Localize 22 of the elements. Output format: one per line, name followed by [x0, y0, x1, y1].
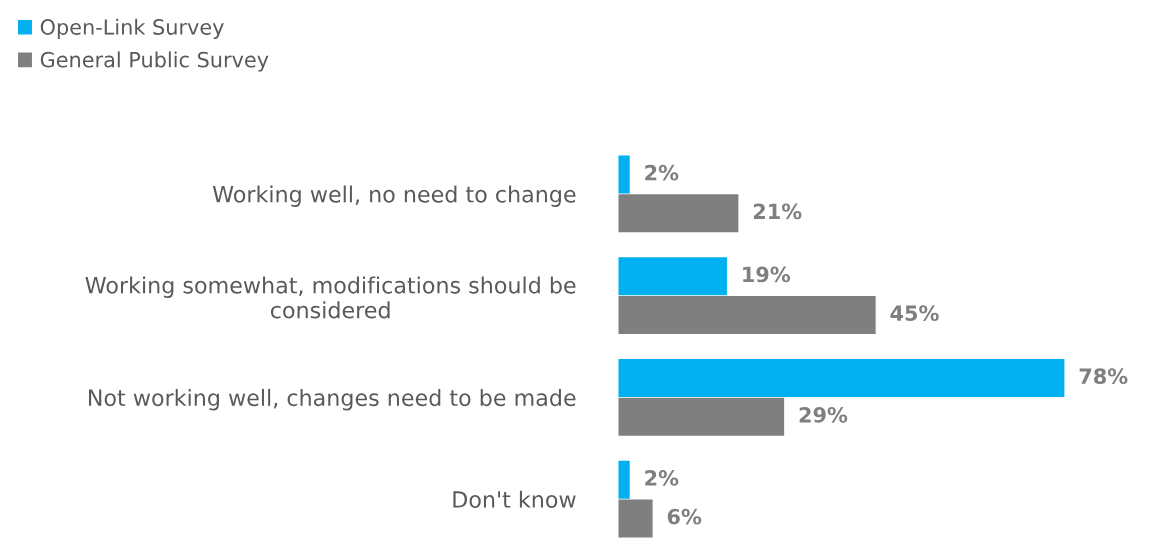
data-label: 19% — [743, 266, 791, 283]
bar — [618, 257, 727, 296]
y-tick-label: Working somewhat, modifications should be considered — [85, 276, 576, 319]
bar — [618, 155, 630, 194]
bar — [618, 460, 630, 499]
data-label: 78% — [1079, 368, 1128, 385]
y-tick-label: Working well, no need to change — [212, 185, 576, 207]
data-label: 29% — [799, 406, 848, 423]
legend-label: Open-Link Survey — [40, 18, 224, 39]
bar — [618, 359, 1065, 397]
bar — [618, 194, 739, 233]
data-label: 45% — [890, 305, 939, 321]
bar — [618, 296, 876, 334]
legend-label: General Public Survey — [40, 51, 269, 72]
bar — [618, 499, 653, 538]
data-label: 2% — [645, 470, 679, 486]
bar — [618, 397, 785, 436]
y-tick-label: Not working well, changes need to be made — [89, 388, 576, 411]
data-label: 6% — [667, 508, 702, 525]
data-label: 2% — [645, 164, 679, 181]
y-tick-label: Don't know — [453, 490, 576, 508]
data-label: 21% — [753, 203, 802, 220]
